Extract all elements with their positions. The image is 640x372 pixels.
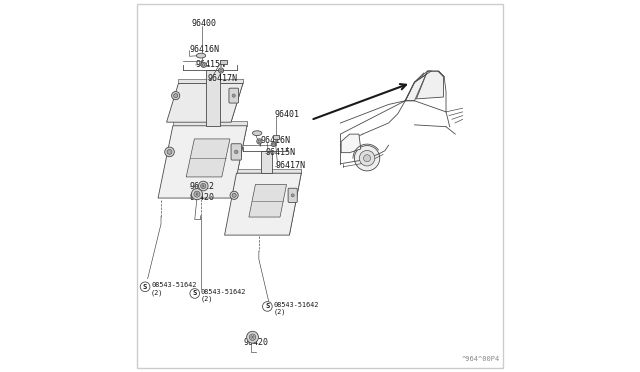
Text: S: S	[143, 284, 147, 290]
Circle shape	[190, 289, 200, 298]
Text: 96401: 96401	[275, 110, 300, 119]
Bar	[220, 60, 227, 64]
Polygon shape	[186, 139, 230, 177]
Circle shape	[194, 191, 200, 197]
Ellipse shape	[253, 131, 262, 136]
Text: 96416N: 96416N	[260, 136, 291, 145]
Circle shape	[246, 331, 259, 343]
Text: S: S	[193, 291, 197, 296]
Circle shape	[198, 181, 208, 191]
Circle shape	[167, 150, 172, 154]
Text: S: S	[265, 304, 269, 310]
Polygon shape	[236, 169, 301, 173]
Circle shape	[271, 142, 276, 147]
Text: 96400: 96400	[191, 19, 216, 28]
Text: 96417N: 96417N	[276, 161, 305, 170]
Polygon shape	[179, 79, 243, 83]
Polygon shape	[158, 126, 247, 198]
Polygon shape	[225, 173, 301, 235]
Circle shape	[359, 150, 375, 166]
Text: 96416N: 96416N	[189, 45, 220, 54]
Circle shape	[140, 282, 150, 292]
Polygon shape	[166, 83, 243, 122]
Bar	[261, 151, 273, 173]
Circle shape	[257, 139, 262, 144]
Text: 96420: 96420	[243, 338, 268, 347]
Circle shape	[172, 92, 180, 100]
Polygon shape	[289, 169, 301, 235]
Circle shape	[173, 94, 178, 98]
Circle shape	[364, 155, 371, 162]
Circle shape	[232, 193, 236, 198]
Text: 96420: 96420	[189, 193, 214, 202]
Circle shape	[191, 189, 202, 200]
Circle shape	[202, 64, 205, 66]
Text: 08543-51642
(2): 08543-51642 (2)	[273, 302, 319, 315]
Circle shape	[273, 143, 275, 145]
Polygon shape	[249, 185, 287, 217]
Circle shape	[232, 94, 236, 97]
Text: 96415N: 96415N	[195, 60, 225, 68]
Text: 96412: 96412	[189, 182, 214, 190]
Circle shape	[258, 140, 260, 142]
Text: 08543-51642
(2): 08543-51642 (2)	[151, 282, 196, 296]
Polygon shape	[341, 134, 361, 153]
Circle shape	[200, 183, 206, 189]
Ellipse shape	[196, 53, 205, 58]
Polygon shape	[417, 71, 444, 99]
Circle shape	[250, 334, 256, 340]
Polygon shape	[231, 79, 243, 122]
Circle shape	[291, 194, 294, 197]
Circle shape	[230, 191, 238, 199]
FancyBboxPatch shape	[288, 188, 297, 202]
Text: 96415N: 96415N	[266, 148, 296, 157]
Circle shape	[234, 150, 238, 154]
FancyBboxPatch shape	[231, 144, 241, 160]
Polygon shape	[173, 121, 247, 126]
Text: 96417N: 96417N	[207, 74, 237, 83]
Text: ^964^00P4: ^964^00P4	[461, 356, 500, 362]
Text: 08543-51642
(2): 08543-51642 (2)	[201, 289, 246, 302]
Circle shape	[201, 62, 206, 67]
Circle shape	[218, 68, 223, 73]
Circle shape	[220, 69, 222, 72]
Circle shape	[262, 302, 272, 311]
Polygon shape	[405, 71, 431, 101]
Bar	[273, 135, 279, 139]
Bar	[206, 70, 220, 126]
Circle shape	[355, 145, 380, 171]
Polygon shape	[232, 121, 247, 198]
FancyBboxPatch shape	[229, 88, 239, 103]
Circle shape	[164, 147, 174, 157]
